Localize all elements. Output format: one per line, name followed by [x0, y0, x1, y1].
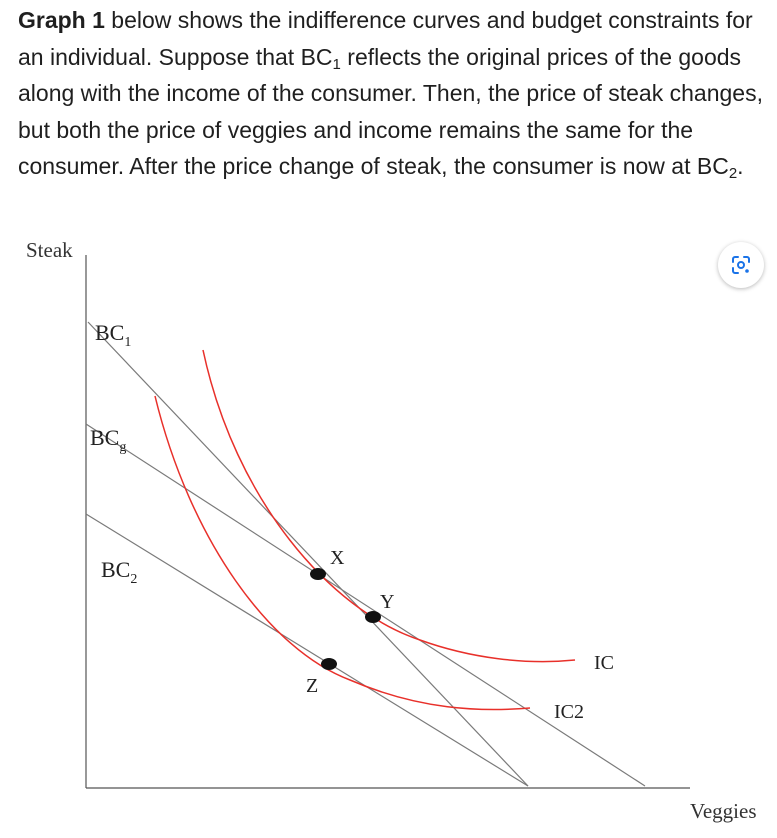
- curve-ic2-label: IC2: [554, 701, 584, 723]
- bc1-label: BC1: [95, 320, 131, 350]
- point-y-label: Y: [380, 591, 394, 613]
- indifference-curve-graph: Steak Veggies BC1 BCg BC2 X Y Z IC IC2: [26, 238, 757, 823]
- point-z-marker: [321, 658, 337, 670]
- point-x-label: X: [330, 547, 345, 569]
- google-lens-icon: [732, 256, 750, 274]
- indifference-curve-ic: [202, 349, 576, 663]
- y-axis-label: Steak: [26, 238, 73, 262]
- bcg-label: BCg: [90, 425, 126, 455]
- point-z-label: Z: [306, 675, 318, 697]
- google-lens-button[interactable]: [718, 242, 764, 288]
- x-axis-label: Veggies: [690, 799, 757, 823]
- graph-reference: Graph 1: [18, 7, 105, 33]
- point-x-marker: [310, 568, 326, 580]
- budget-line-bcg: [85, 423, 646, 787]
- budget-line-bc2: [85, 513, 529, 787]
- question-text: Graph 1 below shows the indifference cur…: [18, 7, 763, 182]
- bc2-label: BC2: [101, 557, 137, 587]
- curve-ic-label: IC: [594, 652, 614, 674]
- budget-line-bc1: [87, 321, 529, 787]
- point-y-marker: [365, 611, 381, 623]
